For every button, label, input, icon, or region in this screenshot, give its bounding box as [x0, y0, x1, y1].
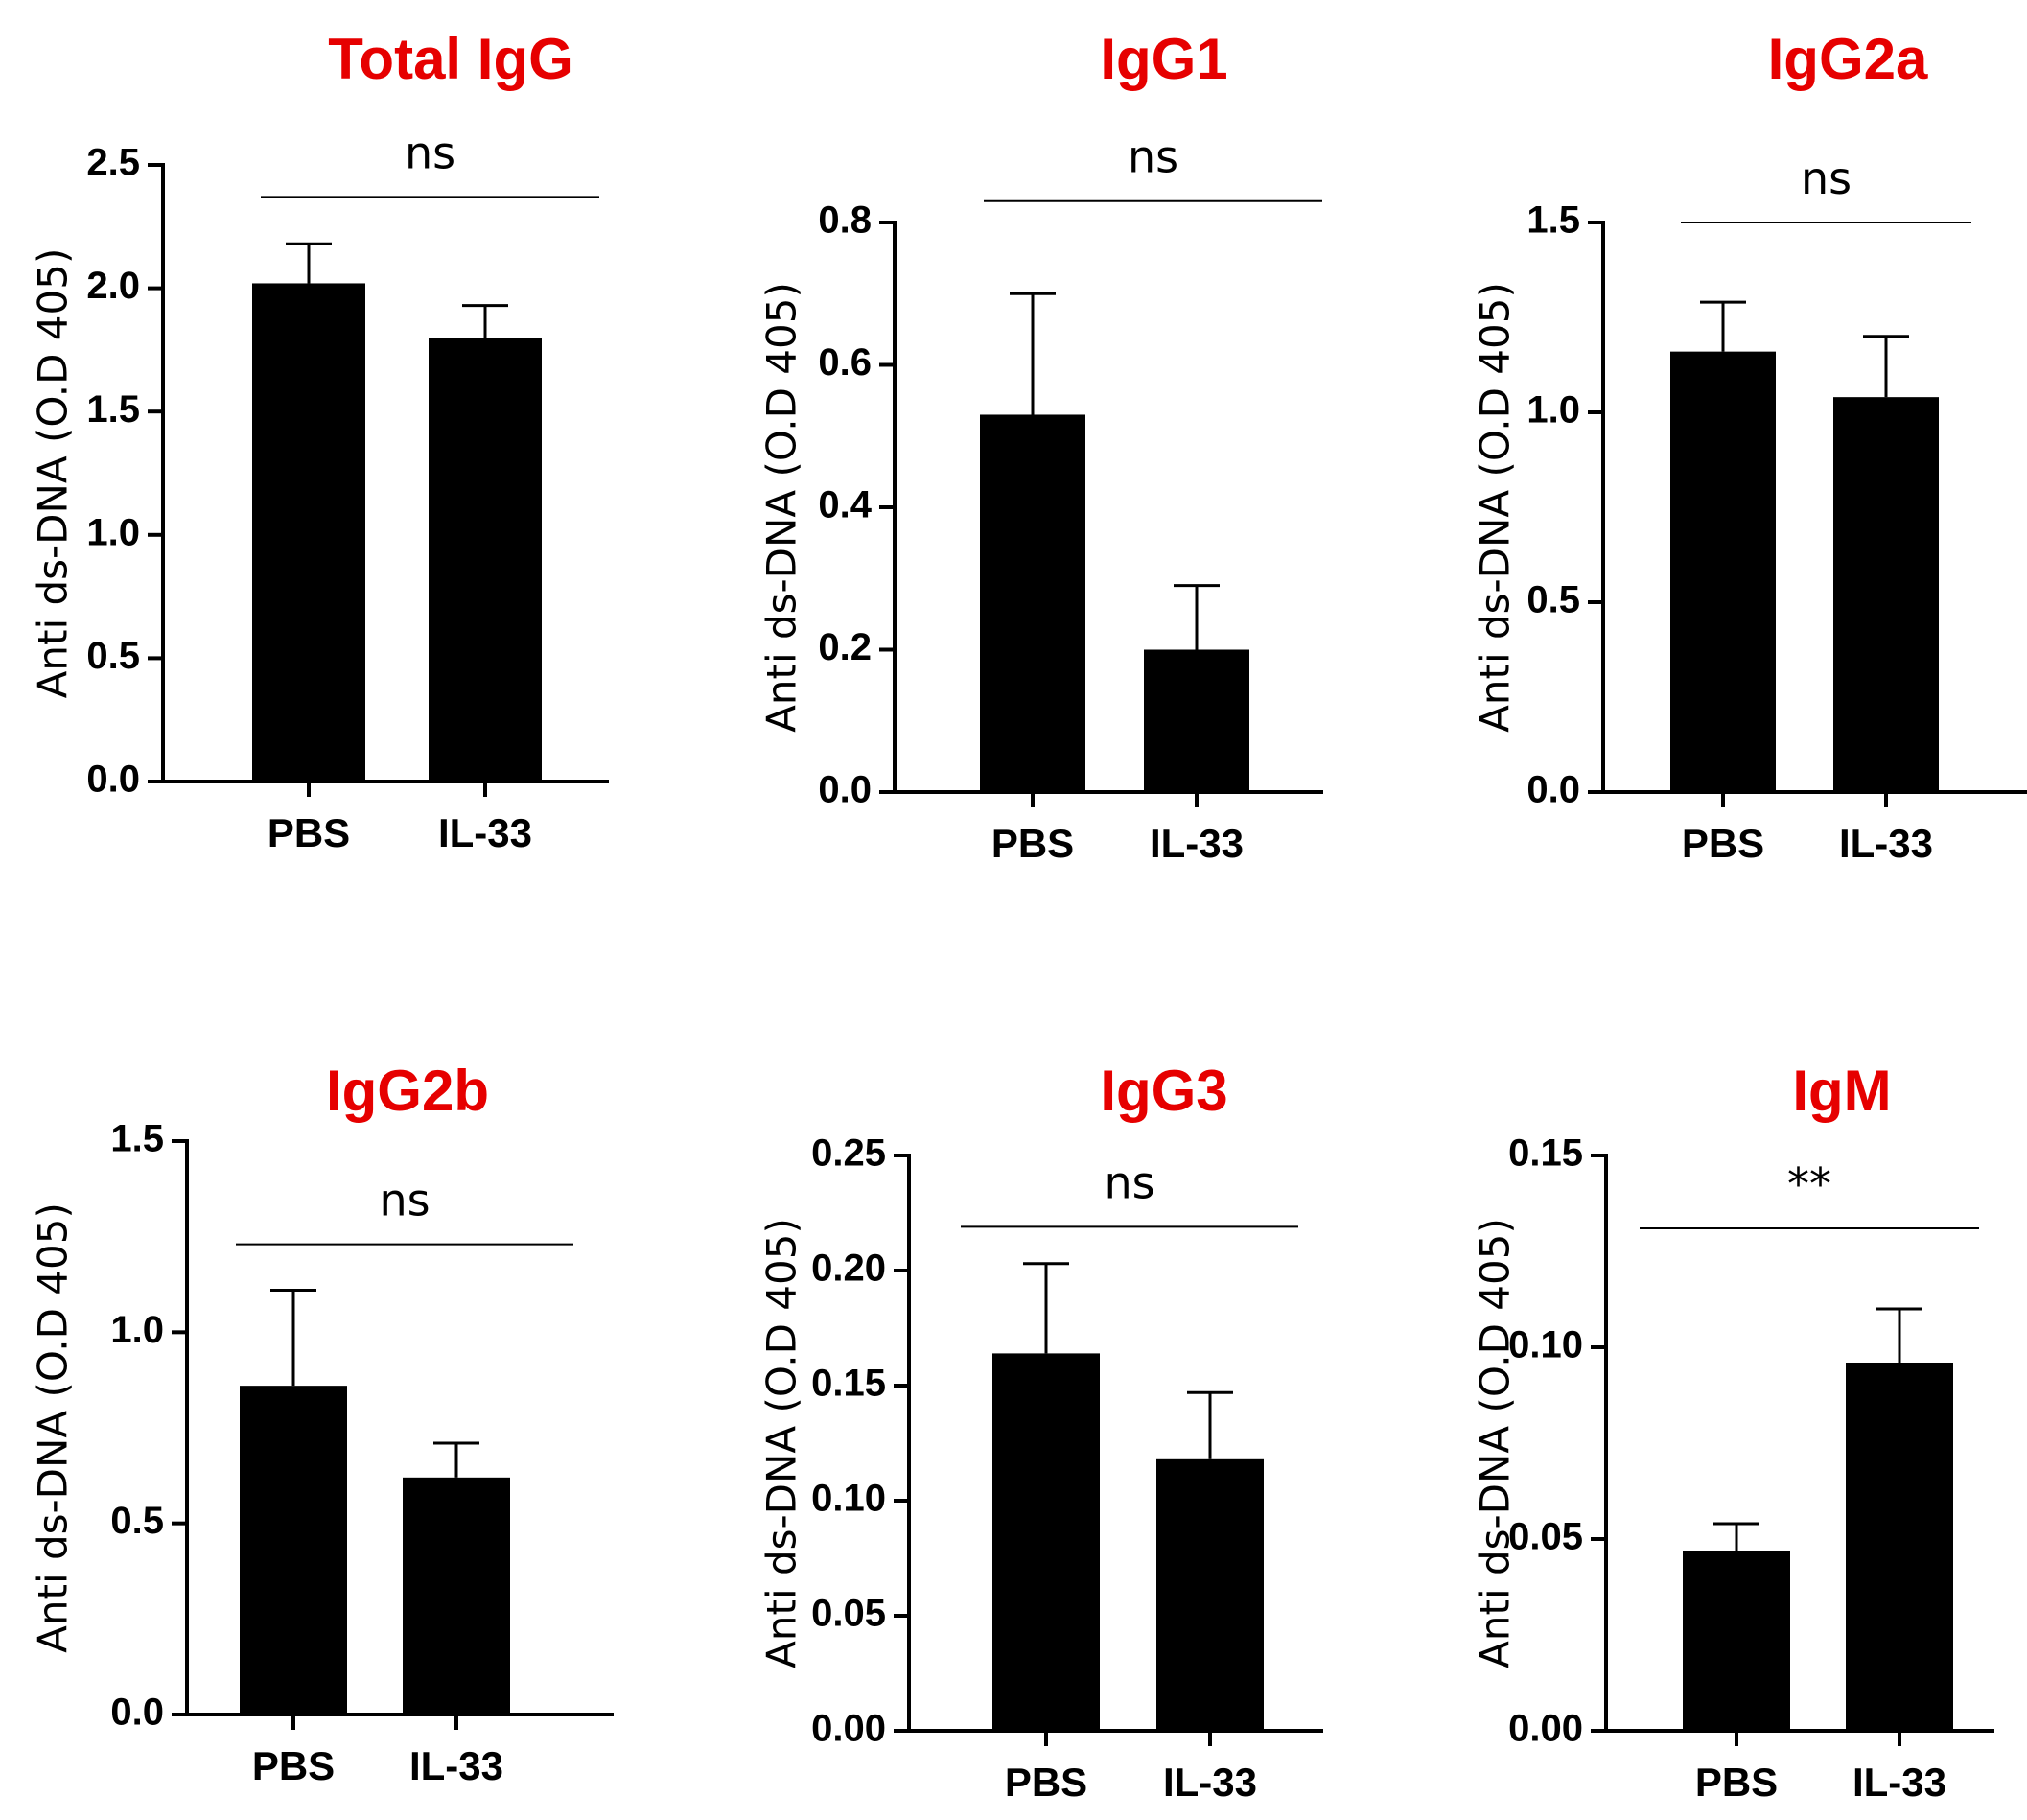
y-tick-label: 0.15	[1508, 1132, 1583, 1175]
y-tick-label: 0.0	[110, 1692, 164, 1734]
x-tick-label: IL-33	[1839, 821, 1933, 866]
bar-il-33	[1144, 649, 1249, 792]
panel-title: IgG2a	[1768, 27, 1928, 91]
x-tick-label: PBS	[252, 1743, 335, 1788]
bar-il-33	[429, 338, 542, 782]
x-tick-label: PBS	[991, 821, 1074, 866]
y-tick-label: 0.05	[811, 1593, 886, 1635]
y-axis-label: Anti ds-DNA (O.D 405)	[30, 1202, 77, 1653]
y-tick-label: 0.8	[818, 199, 872, 242]
panel-title: IgM	[1792, 1059, 1891, 1123]
x-tick-label: IL-33	[1852, 1760, 1946, 1805]
x-tick-label: PBS	[1682, 821, 1764, 866]
significance-label: ns	[1801, 152, 1852, 204]
y-tick-label: 0.00	[1508, 1708, 1583, 1750]
y-tick-label: 1.0	[1526, 389, 1580, 432]
chart-panel-4: IgG2b Anti ds-DNA (O.D 405) PBS IL-33 0.0 0.5…	[30, 1059, 614, 1788]
significance-label: ns	[1128, 131, 1178, 183]
y-tick-label: 1.5	[110, 1118, 164, 1160]
y-tick-label: 0.05	[1508, 1516, 1583, 1558]
bar-pbs	[992, 1353, 1100, 1731]
panel-title: Total IgG	[328, 27, 573, 91]
panel-title: IgG3	[1100, 1059, 1227, 1123]
panel-title: IgG2b	[326, 1059, 489, 1123]
y-tick-label: 0.15	[811, 1363, 886, 1405]
y-tick-label: 0.20	[811, 1248, 886, 1290]
y-tick-label: 1.5	[1526, 199, 1580, 242]
y-tick-label: 0.6	[818, 341, 872, 384]
bar-pbs	[1670, 351, 1776, 792]
x-tick-label: PBS	[1005, 1760, 1087, 1805]
panel-title: IgG1	[1100, 27, 1227, 91]
y-tick-label: 2.0	[86, 265, 140, 307]
y-axis-label: Anti ds-DNA (O.D 405)	[1472, 1218, 1519, 1668]
x-tick-label: IL-33	[438, 810, 532, 855]
chart-panel-6: IgM Anti ds-DNA (O.D 405) PBS IL-33 0.00 0.05…	[1472, 1059, 1994, 1805]
y-tick-label: 0.0	[86, 758, 140, 801]
x-tick-label: IL-33	[1163, 1760, 1257, 1805]
y-axis-label: Anti ds-DNA (O.D 405)	[1472, 282, 1519, 733]
chart-panel-2: IgG1 Anti ds-DNA (O.D 405) PBS IL-33 0.0 0.2 0…	[758, 27, 1323, 866]
y-tick-label: 0.5	[1526, 579, 1580, 621]
x-tick-label: IL-33	[1150, 821, 1244, 866]
chart-panel-3: IgG2a Anti ds-DNA (O.D 405) PBS IL-33 0.0 0.5…	[1472, 27, 2027, 866]
bar-il-33	[403, 1477, 510, 1715]
x-tick-label: IL-33	[409, 1743, 503, 1788]
y-axis-label: Anti ds-DNA (O.D 405)	[758, 1218, 805, 1668]
bar-pbs	[240, 1386, 347, 1715]
y-tick-label: 0.00	[811, 1708, 886, 1750]
y-tick-label: 1.0	[86, 511, 140, 553]
y-tick-label: 0.5	[86, 635, 140, 677]
bar-il-33	[1846, 1363, 1953, 1731]
y-tick-label: 0.4	[818, 484, 872, 526]
y-tick-label: 1.0	[110, 1309, 164, 1351]
significance-label: ns	[379, 1175, 430, 1226]
chart-panel-1: Total IgG Anti ds-DNA (O.D 405) PBS IL-33 0.…	[30, 27, 609, 855]
y-tick-label: 0.10	[1508, 1324, 1583, 1366]
y-tick-label: 0.10	[811, 1478, 886, 1520]
y-tick-label: 1.5	[86, 388, 140, 431]
y-tick-label: 2.5	[86, 142, 140, 184]
bar-il-33	[1833, 397, 1939, 792]
y-axis-label: Anti ds-DNA (O.D 405)	[758, 282, 805, 733]
bar-pbs	[252, 283, 365, 782]
bar-pbs	[1683, 1551, 1790, 1731]
x-tick-label: PBS	[268, 810, 350, 855]
y-axis-label: Anti ds-DNA (O.D 405)	[30, 248, 77, 699]
y-tick-label: 0.2	[818, 626, 872, 668]
y-tick-label: 0.25	[811, 1132, 886, 1175]
y-tick-label: 0.0	[1526, 769, 1580, 811]
significance-label: ns	[1104, 1156, 1154, 1208]
x-tick-label: PBS	[1695, 1760, 1778, 1805]
y-tick-label: 0.0	[818, 769, 872, 811]
chart-panel-5: IgG3 Anti ds-DNA (O.D 405) PBS IL-33 0.00 0.0…	[758, 1059, 1323, 1805]
y-tick-label: 0.5	[110, 1500, 164, 1542]
significance-label: **	[1787, 1158, 1831, 1210]
significance-label: ns	[405, 127, 455, 178]
bar-il-33	[1156, 1458, 1264, 1731]
bar-pbs	[980, 414, 1085, 792]
